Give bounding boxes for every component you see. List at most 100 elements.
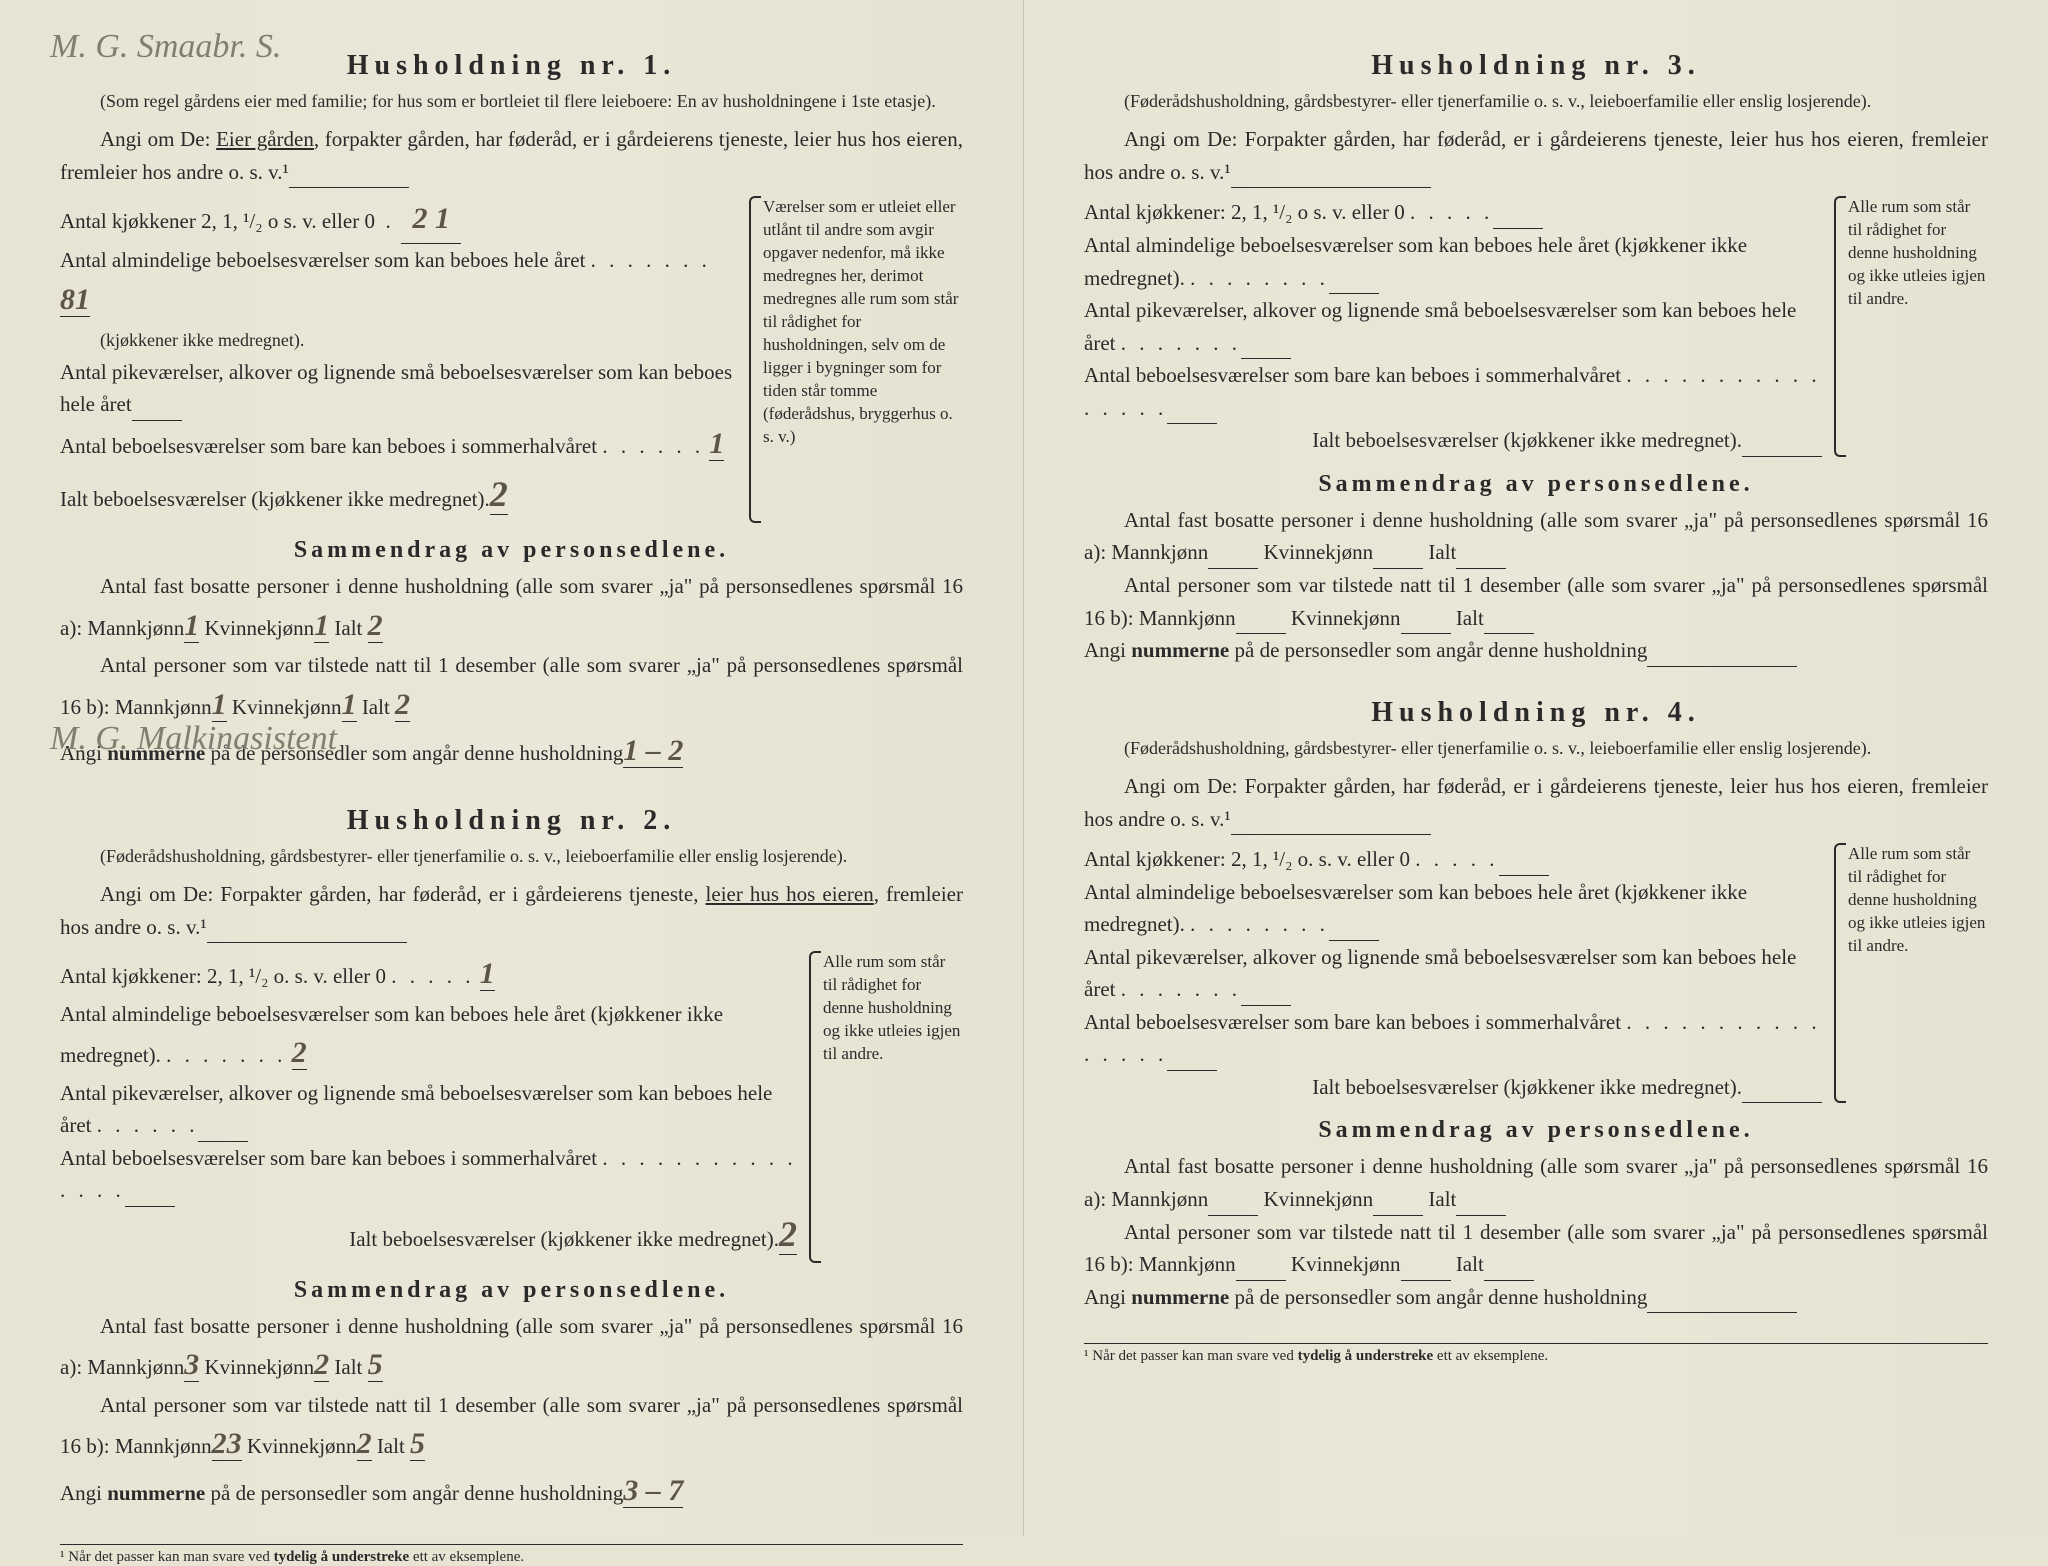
kv-l2: Kvinnekjønn	[242, 1434, 357, 1458]
hh1-t16b: 2	[395, 688, 410, 722]
hh3-s16b-text: Antal personer som var tilstede natt til…	[1084, 573, 1988, 630]
hh4-total-label: Ialt beboelsesværelser (kjøkkener ikke m…	[1312, 1075, 1742, 1099]
household-2: Husholdning nr. 2. (Føderådshusholdning,…	[60, 805, 963, 1515]
footnote-right: ¹ Når det passer kan man svare ved tydel…	[1084, 1343, 1988, 1365]
hh2-k16a: 2	[314, 1348, 329, 1382]
household-1: Husholdning nr. 1. (Som regel gårdens ei…	[60, 50, 963, 775]
hh1-angi: Angi om De: Eier gården, forpakter gårde…	[60, 123, 963, 188]
hh1-summary-title: Sammendrag av personsedlene.	[60, 537, 963, 564]
household-4: Husholdning nr. 4. (Føderådshusholdning,…	[1084, 697, 1988, 1314]
hh3-ord-label: Antal almindelige beboelsesværelser som …	[1084, 233, 1747, 290]
hh2-t16a: 5	[368, 1348, 383, 1382]
hh1-m16a: 1	[184, 609, 199, 643]
hh1-nummer-val: 1 – 2	[623, 734, 683, 768]
hh2-sidenote-text: Alle rum som står til rådighet for denne…	[823, 952, 960, 1063]
hh1-kitchens-label: Antal kjøkkener 2, 1, ¹/₂ o s. v. eller …	[60, 205, 375, 238]
hh2-kitchens-label: Antal kjøkkener: 2, 1, ¹/₂ o. s. v. elle…	[60, 964, 386, 988]
hh3-sidenote: Alle rum som står til rådighet for denne…	[1834, 196, 1988, 456]
hh2-s16b-text: Antal personer som var tilstede natt til…	[60, 1393, 963, 1459]
hh2-ord-label: Antal almindelige beboelsesværelser som …	[60, 1002, 723, 1068]
hh1-k16a: 1	[314, 609, 329, 643]
hh3-nummer: Angi nummerne på de personsedler som ang…	[1084, 634, 1988, 667]
hh4-ord-label: Antal almindelige beboelsesværelser som …	[1084, 880, 1747, 937]
household-3: Husholdning nr. 3. (Føderådshusholdning,…	[1084, 50, 1988, 667]
kv3b: Kvinnekjønn	[1286, 606, 1401, 630]
ialt-label2: Ialt	[357, 695, 390, 719]
hh4-s16a-text: Antal fast bosatte personer i denne hush…	[1084, 1154, 1988, 1211]
ia3: Ialt	[1423, 540, 1456, 564]
hh2-rooms: Antal kjøkkener: 2, 1, ¹/₂ o. s. v. elle…	[60, 951, 963, 1263]
hh4-s16b-text: Antal personer som var tilstede natt til…	[1084, 1220, 1988, 1277]
hh2-sum-16a: Antal fast bosatte personer i denne hush…	[60, 1310, 963, 1389]
hh4-rooms: Antal kjøkkener: 2, 1, ¹/₂ o. s. v. elle…	[1084, 843, 1988, 1103]
hh1-total-label: Ialt beboelsesværelser (kjøkkener ikke m…	[60, 487, 490, 511]
hh3-subtitle: (Føderådshusholdning, gårdsbestyrer- ell…	[1124, 90, 1968, 113]
hh1-sum-16a: Antal fast bosatte personer i denne hush…	[60, 570, 963, 649]
hh1-rooms: Antal kjøkkener 2, 1, ¹/₂ o s. v. eller …	[60, 196, 963, 522]
hh4-summer-label: Antal beboelsesværelser som bare kan beb…	[1084, 1010, 1621, 1034]
hh2-kitchens-val: 1	[480, 957, 495, 991]
pencil-note-2: M. G. Malkinasistent	[50, 720, 337, 758]
ia-l2: Ialt	[372, 1434, 405, 1458]
hh2-angi-prefix: Angi om De: Forpakter gården, har føderå…	[100, 882, 706, 906]
hh3-summary-title: Sammendrag av personsedlene.	[1084, 471, 1988, 498]
pencil-note-1: M. G. Smaabr. S.	[50, 28, 281, 66]
left-page: M. G. Smaabr. S. Husholdning nr. 1. (Som…	[0, 0, 1024, 1536]
hh1-k16b: 1	[342, 688, 357, 722]
hh4-sum-16b: Antal personer som var tilstede natt til…	[1084, 1216, 1988, 1281]
kv-label2: Kvinnekjønn	[227, 695, 342, 719]
hh2-subtitle: (Føderådshusholdning, gårdsbestyrer- ell…	[100, 845, 943, 868]
hh1-summer-label: Antal beboelsesværelser som bare kan beb…	[60, 434, 597, 458]
ia3b: Ialt	[1451, 606, 1484, 630]
hh3-total-label: Ialt beboelsesværelser (kjøkkener ikke m…	[1312, 428, 1742, 452]
hh1-summer-val: 1	[709, 427, 724, 461]
hh1-kitchens-val: 2 1	[401, 196, 461, 244]
hh4-subtitle: (Føderådshusholdning, gårdsbestyrer- ell…	[1124, 737, 1968, 760]
hh4-title: Husholdning nr. 4.	[1084, 697, 1988, 729]
hh1-angi-underline: Eier gården	[216, 127, 314, 151]
hh1-sidenote-text: Værelser som er utleiet eller utlånt til…	[763, 197, 958, 445]
hh4-angi: Angi om De: Forpakter gården, har føderå…	[1084, 770, 1988, 835]
hh4-sidenote-text: Alle rum som står til rådighet for denne…	[1848, 844, 1985, 955]
hh3-rooms: Antal kjøkkener: 2, 1, ¹/₂ o s. v. eller…	[1084, 196, 1988, 456]
hh2-angi: Angi om De: Forpakter gården, har føderå…	[60, 878, 963, 943]
hh1-ord-val: 81	[60, 283, 90, 317]
hh1-ord-sub: (kjøkkener ikke medregnet).	[100, 330, 304, 350]
hh1-subtitle: (Som regel gårdens eier med familie; for…	[100, 90, 943, 113]
ia-l: Ialt	[329, 1355, 362, 1379]
hh4-sidenote: Alle rum som står til rådighet for denne…	[1834, 843, 1988, 1103]
hh2-title: Husholdning nr. 2.	[60, 805, 963, 837]
kv4: Kvinnekjønn	[1258, 1187, 1373, 1211]
hh2-ord-val: 2	[292, 1036, 307, 1070]
hh4-kitchens-label: Antal kjøkkener: 2, 1, ¹/₂ o. s. v. elle…	[1084, 847, 1410, 871]
hh2-total-val: 2	[779, 1214, 797, 1255]
hh1-m16b: 1	[212, 688, 227, 722]
hh2-angi-underline: leier hus hos eieren	[706, 882, 874, 906]
hh3-sum-16b: Antal personer som var tilstede natt til…	[1084, 569, 1988, 634]
hh2-sum-16b: Antal personer som var tilstede natt til…	[60, 1389, 963, 1468]
hh3-sum-16a: Antal fast bosatte personer i denne hush…	[1084, 504, 1988, 569]
ia4: Ialt	[1423, 1187, 1456, 1211]
hh4-angi-text: Angi om De: Forpakter gården, har føderå…	[1084, 774, 1988, 831]
footnote-left: ¹ Når det passer kan man svare ved tydel…	[60, 1544, 963, 1566]
hh4-summary-title: Sammendrag av personsedlene.	[1084, 1117, 1988, 1144]
hh1-ord-label: Antal almindelige beboelsesværelser som …	[60, 248, 585, 272]
ia4b: Ialt	[1451, 1252, 1484, 1276]
hh2-summary-title: Sammendrag av personsedlene.	[60, 1277, 963, 1304]
hh2-t16b: 5	[410, 1427, 425, 1461]
hh2-k16b: 2	[357, 1427, 372, 1461]
hh2-m16a: 3	[184, 1348, 199, 1382]
hh3-kitchens-label: Antal kjøkkener: 2, 1, ¹/₂ o s. v. eller…	[1084, 200, 1405, 224]
hh3-summer-label: Antal beboelsesværelser som bare kan beb…	[1084, 363, 1621, 387]
hh2-sidenote: Alle rum som står til rådighet for denne…	[809, 951, 963, 1263]
kv-label: Kvinnekjønn	[199, 616, 314, 640]
hh1-sidenote: Værelser som er utleiet eller utlånt til…	[749, 196, 963, 522]
kv-l: Kvinnekjønn	[199, 1355, 314, 1379]
hh3-angi-text: Angi om De: Forpakter gården, har føderå…	[1084, 127, 1988, 184]
hh3-title: Husholdning nr. 3.	[1084, 50, 1988, 82]
right-page: Husholdning nr. 3. (Føderådshusholdning,…	[1024, 0, 2048, 1536]
hh4-nummer: Angi nummerne på de personsedler som ang…	[1084, 1281, 1988, 1314]
hh1-s16b-text: Antal personer som var tilstede natt til…	[60, 653, 963, 719]
hh1-maid-label: Antal pikeværelser, alkover og lignende …	[60, 360, 732, 417]
hh1-angi-prefix: Angi om De:	[100, 127, 216, 151]
